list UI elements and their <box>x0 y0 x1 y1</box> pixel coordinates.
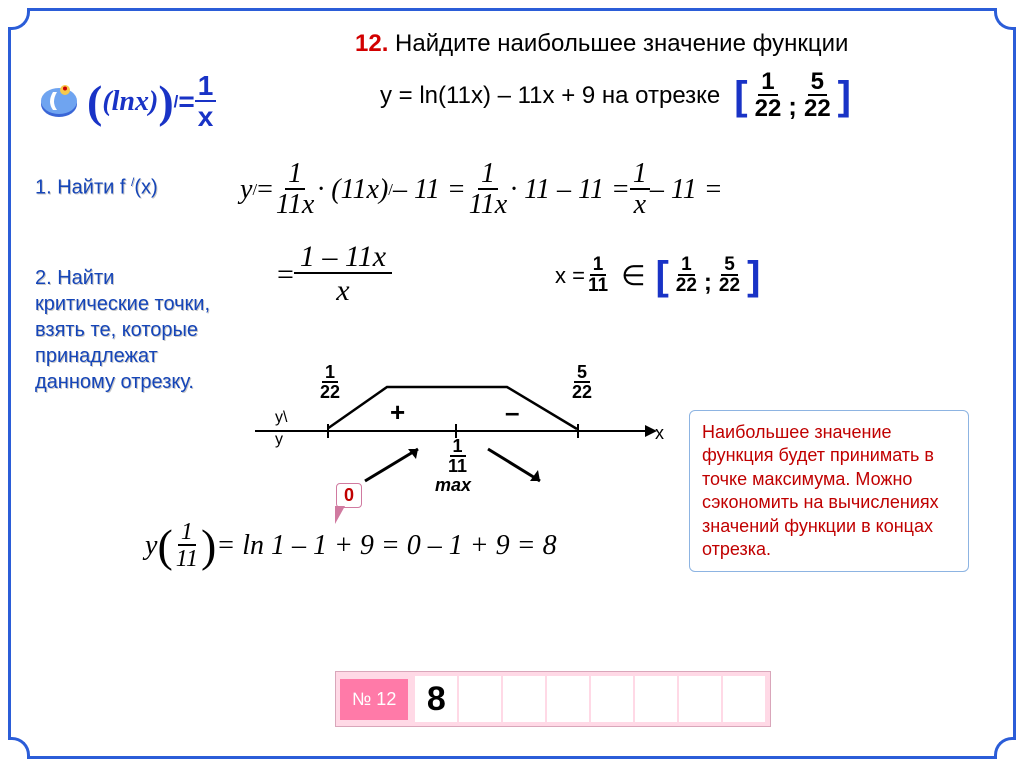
answer-cell <box>459 676 501 722</box>
frac: 1x <box>630 160 650 221</box>
equals: = <box>178 86 194 118</box>
bracket-close: ] <box>838 80 851 112</box>
plus-sign: + <box>390 397 405 428</box>
arg-frac: 111 <box>173 520 201 572</box>
arrow-up-icon <box>360 443 430 490</box>
paren-close: ) <box>158 84 173 121</box>
midpoint: 111 <box>445 437 470 477</box>
bracket-open: [ <box>655 260 668 292</box>
tick <box>577 424 579 438</box>
answer-cell <box>503 676 545 722</box>
paren-open: ( <box>157 528 172 565</box>
bracket-open: [ <box>734 80 747 112</box>
max-label: max <box>435 475 471 496</box>
problem-question: Найдите наибольшее значение функции <box>395 30 848 57</box>
y-prime-label: y\ <box>275 409 287 427</box>
answer-number-label: № 12 <box>340 679 408 720</box>
paren-open: ( <box>87 84 102 121</box>
bracket-close: ] <box>747 260 760 292</box>
explanation-note: Наибольшее значение функция будет приним… <box>689 410 969 572</box>
problem-title: 12. Найдите наибольшее значение функции <box>355 30 989 58</box>
bubble-pointer <box>335 506 345 524</box>
derivative-equation-line1: y/ = 111x · (11x)/ – 11 = 111x · 11 – 11… <box>240 160 723 221</box>
answer-cell <box>591 676 633 722</box>
info-icon <box>35 74 83 122</box>
eval-text: = ln 1 – 1 + 9 = 0 – 1 + 9 = 8 <box>216 530 556 562</box>
evaluation: y ( 111 ) = ln 1 – 1 + 9 = 0 – 1 + 9 = 8 <box>145 520 557 572</box>
frac: 1 – 11xx <box>294 242 392 307</box>
problem-number: 12. <box>355 30 388 57</box>
critical-point: x = 111 ∈ [ 122 ; 522 ] <box>555 255 760 297</box>
frac: 111x <box>273 160 317 221</box>
answer-cell <box>547 676 589 722</box>
answer-cell <box>723 676 765 722</box>
interval-a: 122 <box>673 255 700 297</box>
y-label: y <box>275 431 283 449</box>
interval-a: 1 22 <box>752 70 785 122</box>
paren-close: ) <box>201 528 216 565</box>
sign-diagram: y\ y x 122 522 111 + – max <box>255 365 675 495</box>
minus-sign: – <box>505 397 519 428</box>
answer-cell <box>679 676 721 722</box>
behavior-curve <box>327 383 587 436</box>
derivative-equation-line2: = 1 – 11xx <box>277 242 392 307</box>
arrow-down-icon <box>480 443 550 490</box>
lnx: (lnx) <box>102 86 158 118</box>
interval-b: 522 <box>716 255 743 297</box>
x-label: x <box>655 423 664 444</box>
root-frac: 111 <box>585 255 611 297</box>
sep: ; <box>704 269 712 297</box>
element-of: ∈ <box>621 259 645 292</box>
answer-cell <box>635 676 677 722</box>
number-line <box>255 430 655 432</box>
answer-bar: № 12 8 <box>335 671 771 727</box>
zero-bubble: 0 <box>336 483 362 508</box>
semicolon: ; <box>788 91 797 122</box>
problem-function-line: y = ln(11x) – 11x + 9 на отрезке [ 1 22 … <box>380 70 851 122</box>
function-text: y = ln(11x) – 11x + 9 на отрезке <box>380 82 720 110</box>
step-1-label: 1. Найти f /(x) <box>35 175 158 200</box>
step-2-label: 2. Найти критические точки, взять те, ко… <box>35 265 210 395</box>
right-endpoint: 522 <box>569 363 595 403</box>
content-area: 12. Найдите наибольшее значение функции … <box>25 20 999 747</box>
frac: 111x <box>466 160 510 221</box>
answer-cell: 8 <box>415 676 457 722</box>
interval-b: 5 22 <box>801 70 834 122</box>
left-endpoint: 122 <box>317 363 343 403</box>
tick <box>327 424 329 438</box>
one-over-x: 1 x <box>195 72 217 133</box>
derivative-formula-reference: ( (lnx) ) / = 1 x <box>87 72 216 133</box>
